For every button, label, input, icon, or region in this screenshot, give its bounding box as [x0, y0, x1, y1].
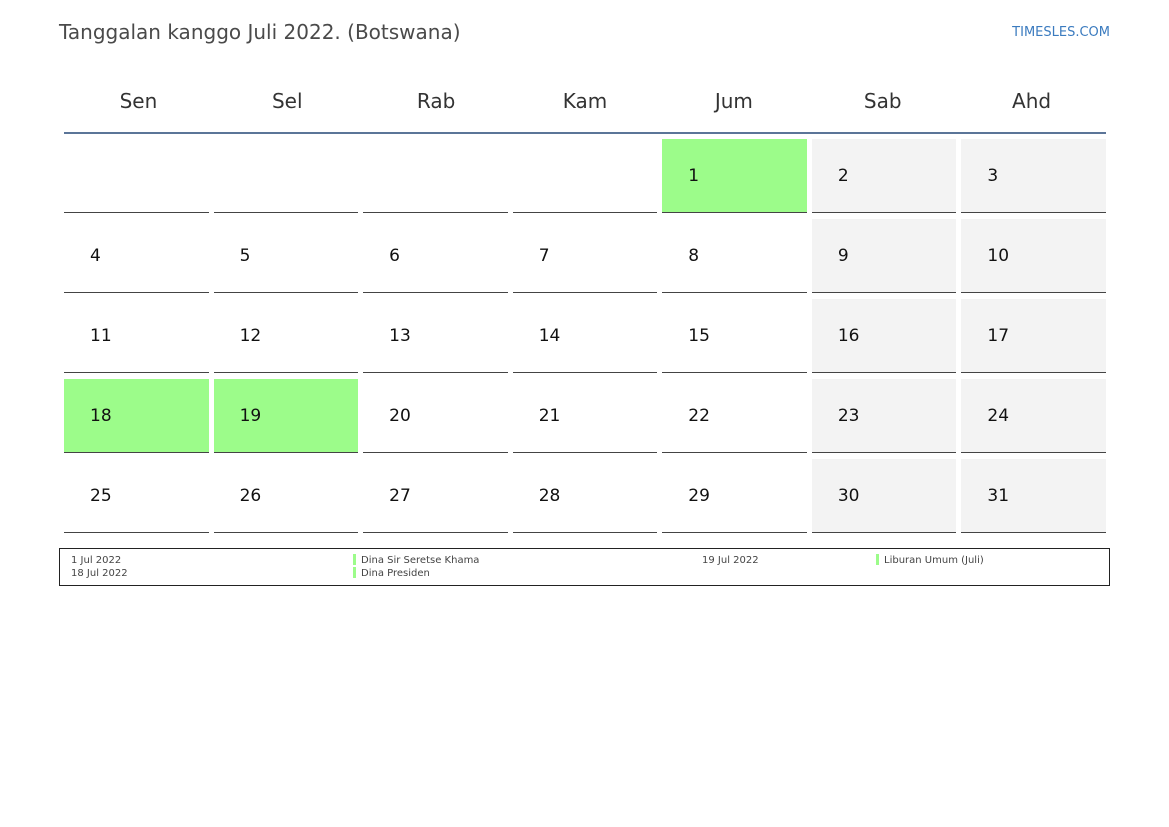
legend-dates-col-2: 19 Jul 2022	[702, 554, 759, 567]
day-cell[interactable]: 29	[662, 459, 807, 533]
day-cell[interactable]: 7	[512, 219, 658, 293]
empty-day-cell	[213, 139, 359, 213]
day-cell[interactable]: 14	[512, 299, 658, 373]
day-cell[interactable]: 21	[512, 379, 658, 453]
legend-dates-col: 1 Jul 2022 18 Jul 2022	[71, 554, 128, 580]
empty-day-cell	[512, 139, 658, 213]
legend-names-col-2: Liburan Umum (Juli)	[876, 554, 984, 567]
legend-name: Liburan Umum (Juli)	[884, 555, 984, 566]
day-cell[interactable]: 3	[961, 139, 1106, 213]
weekday-label: Ahd	[1012, 89, 1052, 113]
day-cell[interactable]: 5	[213, 219, 359, 293]
day-cell[interactable]: 11	[64, 299, 209, 373]
day-cell[interactable]: 4	[64, 219, 209, 293]
holiday-color-swatch	[353, 554, 356, 565]
day-cell[interactable]: 24	[961, 379, 1106, 453]
weekday-header-row: Sen Sel Rab Kam Jum Sab Ahd	[64, 70, 1106, 134]
day-cell[interactable]: 30	[811, 459, 957, 533]
legend-name: Dina Sir Seretse Khama	[361, 555, 480, 566]
legend-entry: Dina Sir Seretse Khama	[353, 554, 479, 567]
day-cell[interactable]: 20	[363, 379, 508, 453]
day-cell[interactable]: 12	[213, 299, 359, 373]
legend-entry: Dina Presiden	[353, 567, 479, 580]
day-cell[interactable]: 17	[961, 299, 1106, 373]
day-cell[interactable]: 27	[363, 459, 508, 533]
holiday-legend: 1 Jul 2022 18 Jul 2022 Dina Sir Seretse …	[59, 548, 1110, 586]
day-cell[interactable]: 6	[363, 219, 508, 293]
holiday-day-cell[interactable]: 1	[662, 139, 807, 213]
legend-names-col: Dina Sir Seretse Khama Dina Presiden	[353, 554, 479, 580]
calendar: Sen Sel Rab Kam Jum Sab Ahd 1 2 3 4 5 6 7 8 9 10 1…	[64, 70, 1106, 539]
legend-entry: Liburan Umum (Juli)	[876, 554, 984, 567]
legend-date: 18 Jul 2022	[71, 568, 128, 579]
holiday-color-swatch	[876, 554, 879, 565]
day-grid: 1 2 3 4 5 6 7 8 9 10 11 12 13 14 15 16 17 18 19 20 21 22 23 24 2…	[64, 139, 1106, 539]
empty-day-cell	[363, 139, 508, 213]
day-cell[interactable]: 25	[64, 459, 209, 533]
day-cell[interactable]: 9	[811, 219, 957, 293]
day-cell[interactable]: 23	[811, 379, 957, 453]
day-cell[interactable]: 15	[662, 299, 807, 373]
day-cell[interactable]: 13	[363, 299, 508, 373]
weekday-label: Sab	[863, 89, 902, 113]
weekday-label: Sen	[119, 89, 158, 113]
day-cell[interactable]: 2	[811, 139, 957, 213]
legend-date: 19 Jul 2022	[702, 555, 759, 566]
day-cell[interactable]: 10	[961, 219, 1106, 293]
weekday-label: Kam	[562, 89, 608, 113]
page-title: Tanggalan kanggo Juli 2022. (Botswana)	[59, 20, 461, 44]
holiday-color-swatch	[353, 567, 356, 578]
weekday-label: Sel	[271, 89, 303, 113]
holiday-day-cell[interactable]: 18	[64, 379, 209, 453]
day-cell[interactable]: 8	[662, 219, 807, 293]
weekday-label: Jum	[714, 89, 753, 113]
legend-name: Dina Presiden	[361, 568, 430, 579]
day-cell[interactable]: 28	[512, 459, 658, 533]
empty-day-cell	[64, 139, 209, 213]
day-cell[interactable]: 16	[811, 299, 957, 373]
weekday-label: Rab	[416, 89, 456, 113]
day-cell[interactable]: 31	[961, 459, 1106, 533]
legend-date: 1 Jul 2022	[71, 555, 122, 566]
day-cell[interactable]: 22	[662, 379, 807, 453]
day-cell[interactable]: 26	[213, 459, 359, 533]
holiday-day-cell[interactable]: 19	[213, 379, 359, 453]
brand-link[interactable]: TIMESLES.COM	[1012, 25, 1110, 40]
